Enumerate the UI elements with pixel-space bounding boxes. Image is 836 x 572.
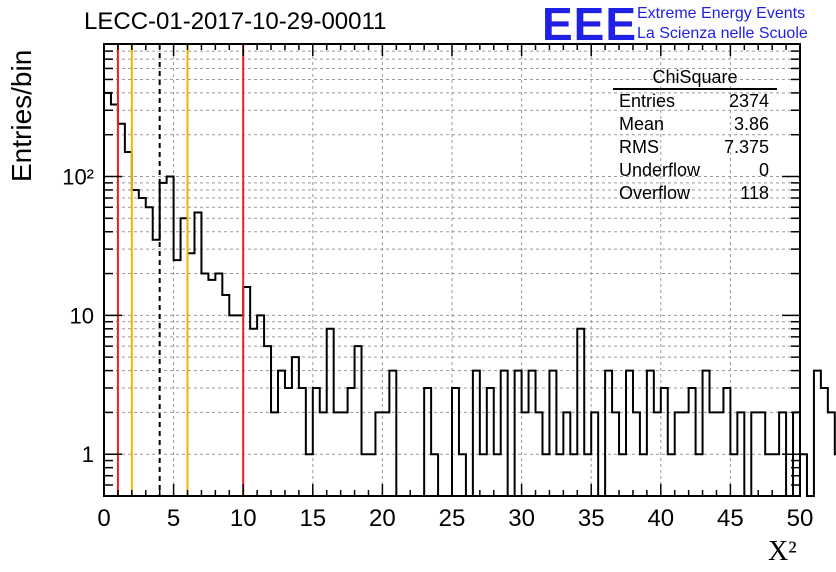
logo-caption-line1: Extreme Energy Events xyxy=(637,5,806,22)
stats-row-underflow: Underflow 0 xyxy=(613,159,777,182)
stats-label: Mean xyxy=(619,114,665,134)
stats-value: 7.375 xyxy=(723,137,769,157)
stats-row-mean: Mean 3.86 xyxy=(613,113,777,136)
y-axis-label: Entries/bin xyxy=(6,49,37,182)
x-tick-label: 30 xyxy=(508,505,535,532)
stats-value: 0 xyxy=(758,160,769,180)
stats-value: 118 xyxy=(740,183,769,203)
stats-label: Underflow xyxy=(619,160,701,180)
logo-caption: Extreme Energy Events La Scienza nelle S… xyxy=(637,4,808,44)
x-tick-label: 40 xyxy=(647,505,674,532)
y-tick-label: 10 xyxy=(70,303,94,328)
x-tick-label: 20 xyxy=(369,505,396,532)
stats-row-overflow: Overflow 118 xyxy=(613,182,777,205)
stats-value: 3.86 xyxy=(733,114,769,134)
x-axis-label: X² xyxy=(768,536,797,567)
x-tick-label: 35 xyxy=(578,505,605,532)
stats-label: RMS xyxy=(619,137,659,157)
stats-box: ChiSquare Entries 2374 Mean 3.86 RMS 7.3… xyxy=(613,66,777,205)
x-tick-label: 5 xyxy=(167,505,180,532)
stats-value: 2374 xyxy=(728,91,769,111)
logo-caption-line2: La Scienza nelle Scuole xyxy=(637,25,808,42)
x-tick-label: 45 xyxy=(717,505,744,532)
x-tick-label: 25 xyxy=(439,505,466,532)
stats-title: ChiSquare xyxy=(613,66,777,90)
chart-title: LECC-01-2017-10-29-00011 xyxy=(84,8,387,35)
stats-label: Entries xyxy=(619,91,676,111)
x-tick-label: 15 xyxy=(299,505,326,532)
stats-row-rms: RMS 7.375 xyxy=(613,136,777,159)
x-tick-label: 0 xyxy=(97,505,110,532)
y-tick-label: 10² xyxy=(62,164,94,189)
histogram-series xyxy=(103,91,836,497)
y-tick-label: 1 xyxy=(82,442,94,467)
stats-label: Overflow xyxy=(619,183,691,203)
stats-row-entries: Entries 2374 xyxy=(613,90,777,113)
x-tick-label: 50 xyxy=(787,505,814,532)
x-tick-label: 10 xyxy=(230,505,257,532)
eee-logo: EEE xyxy=(542,0,638,50)
